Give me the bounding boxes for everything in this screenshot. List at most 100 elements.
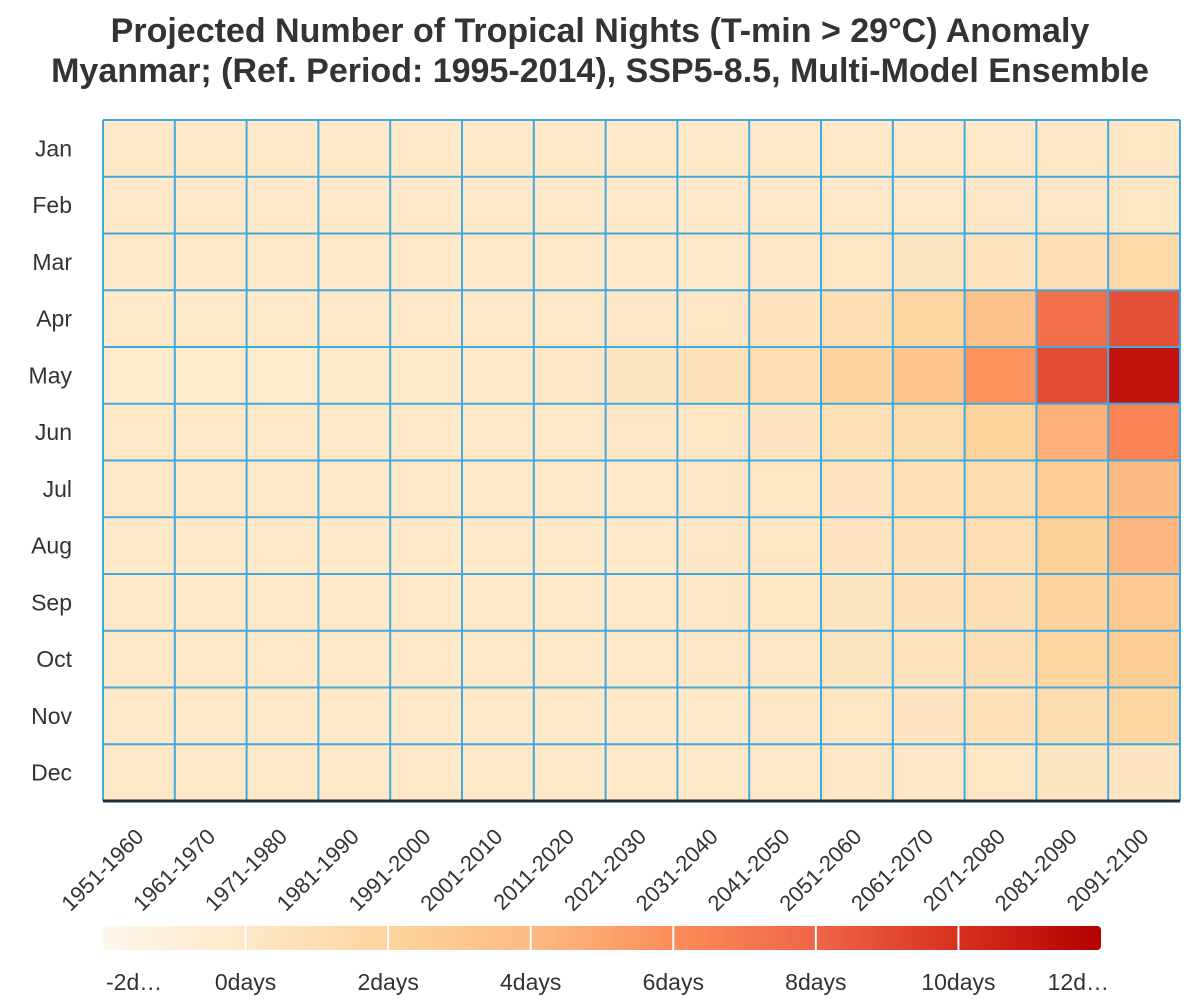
heatmap-cell-nov-1951-1960 [103, 687, 176, 745]
heatmap-cells [103, 120, 1181, 802]
heatmap-cell-feb-1961-1970 [174, 176, 248, 234]
heatmap-cell-sep-2051-2060 [821, 574, 894, 632]
heatmap-cell-jan-2071-2080 [964, 120, 1037, 178]
colorbar-tick-label: -2d… [106, 969, 162, 995]
heatmap-cell-mar-2001-2010 [462, 233, 535, 291]
heatmap-cell-aug-1951-1960 [103, 517, 176, 575]
heatmap-cell-dec-2001-2010 [462, 744, 535, 802]
heatmap-cell-jan-2041-2050 [749, 120, 822, 178]
heatmap-cell-jul-2041-2050 [749, 460, 822, 518]
y-tick-label-feb: Feb [32, 192, 72, 218]
heatmap-cell-sep-2021-2030 [605, 574, 678, 632]
heatmap-cell-jun-1981-1990 [318, 403, 391, 461]
heatmap-cell-nov-2001-2010 [462, 687, 535, 745]
heatmap-cell-jan-1961-1970 [174, 120, 248, 178]
heatmap-cell-jul-1951-1960 [103, 460, 176, 518]
heatmap-cell-may-2061-2070 [892, 347, 966, 405]
heatmap-cell-may-2081-2090 [1036, 347, 1109, 405]
heatmap-cell-jan-2001-2010 [462, 120, 535, 178]
heatmap-cell-oct-2091-2100 [1108, 630, 1181, 688]
heatmap-cell-sep-2061-2070 [892, 574, 966, 632]
heatmap-cell-oct-2051-2060 [821, 630, 894, 688]
heatmap-cell-mar-2011-2020 [533, 233, 607, 291]
heatmap-cell-mar-1971-1980 [246, 233, 319, 291]
heatmap-cell-mar-2071-2080 [964, 233, 1037, 291]
heatmap-cell-may-2091-2100 [1108, 347, 1181, 405]
heatmap-cell-apr-2031-2040 [677, 290, 750, 348]
heatmap-cell-sep-1961-1970 [174, 574, 248, 632]
heatmap-cell-dec-2011-2020 [533, 744, 607, 802]
heatmap-cell-sep-2001-2010 [462, 574, 535, 632]
heatmap-cell-dec-2021-2030 [605, 744, 678, 802]
heatmap-cell-jul-1991-2000 [390, 460, 463, 518]
heatmap-cell-oct-2031-2040 [677, 630, 750, 688]
y-tick-label-jun: Jun [35, 419, 72, 445]
heatmap-cell-aug-2041-2050 [749, 517, 822, 575]
heatmap-cell-nov-2041-2050 [749, 687, 822, 745]
heatmap-cell-feb-1971-1980 [246, 176, 319, 234]
heatmap-cell-jun-2051-2060 [821, 403, 894, 461]
heatmap-cell-mar-1951-1960 [103, 233, 176, 291]
heatmap-cell-dec-2081-2090 [1036, 744, 1109, 802]
heatmap-cell-nov-1981-1990 [318, 687, 391, 745]
heatmap-cell-may-1951-1960 [103, 347, 176, 405]
y-tick-label-nov: Nov [31, 703, 72, 729]
heatmap-cell-jul-1971-1980 [246, 460, 319, 518]
heatmap-cell-jan-1971-1980 [246, 120, 319, 178]
y-tick-label-dec: Dec [31, 760, 72, 786]
y-tick-label-aug: Aug [31, 533, 72, 559]
colorbar-tick-label: 10days [921, 969, 995, 995]
heatmap-cell-oct-1951-1960 [103, 630, 176, 688]
heatmap-cell-jan-2051-2060 [821, 120, 894, 178]
heatmap-cell-feb-2081-2090 [1036, 176, 1109, 234]
heatmap-cell-apr-2001-2010 [462, 290, 535, 348]
heatmap-cell-oct-2011-2020 [533, 630, 607, 688]
heatmap-cell-dec-1961-1970 [174, 744, 248, 802]
heatmap-cell-jun-2011-2020 [533, 403, 607, 461]
heatmap-cell-mar-1981-1990 [318, 233, 391, 291]
heatmap-cell-apr-2091-2100 [1108, 290, 1181, 348]
heatmap-cell-apr-2021-2030 [605, 290, 678, 348]
heatmap-cell-jan-2091-2100 [1108, 120, 1181, 178]
heatmap-cell-nov-1971-1980 [246, 687, 319, 745]
heatmap-cell-dec-2051-2060 [821, 744, 894, 802]
y-tick-label-sep: Sep [31, 589, 72, 615]
heatmap-cell-mar-2061-2070 [892, 233, 966, 291]
heatmap-cell-jan-2021-2030 [605, 120, 678, 178]
heatmap-cell-nov-2071-2080 [964, 687, 1037, 745]
heatmap-cell-jul-2001-2010 [462, 460, 535, 518]
heatmap-cell-aug-1991-2000 [390, 517, 463, 575]
heatmap-cell-aug-2051-2060 [821, 517, 894, 575]
heatmap-cell-oct-2041-2050 [749, 630, 822, 688]
heatmap-cell-may-1981-1990 [318, 347, 391, 405]
heatmap-cell-apr-2081-2090 [1036, 290, 1109, 348]
heatmap-cell-dec-2041-2050 [749, 744, 822, 802]
heatmap-cell-jul-2081-2090 [1036, 460, 1109, 518]
heatmap-cell-jul-1961-1970 [174, 460, 248, 518]
heatmap-cell-dec-2061-2070 [892, 744, 966, 802]
heatmap-cell-sep-2031-2040 [677, 574, 750, 632]
heatmap-cell-dec-2031-2040 [677, 744, 750, 802]
chart-title-line-1: Projected Number of Tropical Nights (T-m… [110, 12, 1090, 50]
heatmap-cell-oct-2001-2010 [462, 630, 535, 688]
heatmap-cell-feb-2021-2030 [605, 176, 678, 234]
heatmap-cell-may-2071-2080 [964, 347, 1037, 405]
heatmap-cell-oct-2081-2090 [1036, 630, 1109, 688]
heatmap-cell-sep-2081-2090 [1036, 574, 1109, 632]
heatmap-cell-jul-2031-2040 [677, 460, 750, 518]
heatmap-cell-jul-1981-1990 [318, 460, 391, 518]
heatmap-cell-dec-2071-2080 [964, 744, 1037, 802]
heatmap-cell-jul-2021-2030 [605, 460, 678, 518]
y-tick-labels: Jan Feb Mar Apr May Jun Jul Aug Sep Oct Nov Dec [29, 135, 73, 785]
y-tick-label-jan: Jan [35, 135, 72, 161]
heatmap-cell-feb-2091-2100 [1108, 176, 1181, 234]
heatmap-cell-feb-1951-1960 [103, 176, 176, 234]
heatmap-cell-aug-1971-1980 [246, 517, 319, 575]
heatmap-cell-mar-2021-2030 [605, 233, 678, 291]
heatmap-cell-apr-1961-1970 [174, 290, 248, 348]
y-tick-label-jul: Jul [43, 476, 72, 502]
heatmap-cell-aug-2081-2090 [1036, 517, 1109, 575]
heatmap-cell-sep-2011-2020 [533, 574, 607, 632]
heatmap-cell-oct-1981-1990 [318, 630, 391, 688]
heatmap-cell-may-2031-2040 [677, 347, 750, 405]
